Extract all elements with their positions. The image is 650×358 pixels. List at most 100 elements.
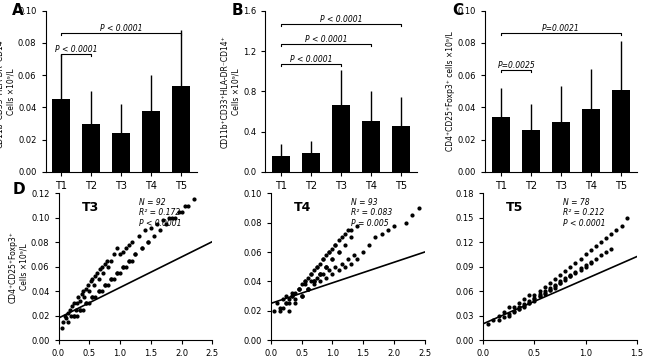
Point (591, 243, 601, 249)
Point (151, 221, 162, 227)
Point (81, 301, 92, 306)
Point (302, 286, 313, 291)
Point (330, 242, 341, 248)
Text: P < 0.0001: P < 0.0001 (290, 55, 333, 64)
Point (60, 315, 71, 321)
Text: N = 92
R² = 0.172
P < 0.0001: N = 92 R² = 0.172 P < 0.0001 (138, 198, 181, 228)
Point (358, 249, 369, 255)
Point (389, 223, 399, 228)
Point (302, 286, 313, 291)
Point (312, 264, 322, 270)
Point (529, 292, 539, 298)
Point (555, 280, 566, 286)
Point (101, 258, 112, 263)
Point (324, 249, 335, 255)
Point (94, 288, 104, 294)
Point (170, 215, 181, 221)
Point (346, 234, 356, 240)
Point (284, 296, 294, 302)
Point (309, 281, 319, 287)
Point (284, 301, 294, 306)
Y-axis label: CD11b⁺CD33⁺HLA-DR⁻CD14⁻
Cells ×10⁹/L: CD11b⁺CD33⁺HLA-DR⁻CD14⁻ Cells ×10⁹/L (0, 35, 15, 147)
Point (529, 298, 539, 304)
Point (64, 307, 75, 313)
Point (83, 282, 93, 288)
Point (96, 264, 107, 270)
Point (524, 300, 534, 305)
Point (87, 294, 98, 300)
Point (300, 279, 310, 284)
Point (315, 271, 325, 277)
Point (89, 282, 99, 288)
Point (519, 305, 529, 310)
Point (136, 246, 147, 251)
Point (90, 274, 101, 279)
Point (504, 311, 514, 317)
Point (529, 296, 539, 302)
Point (376, 232, 387, 237)
Point (118, 249, 128, 255)
Point (524, 292, 534, 298)
Bar (492, 117, 510, 172)
Point (596, 252, 606, 258)
Point (616, 223, 627, 229)
Point (570, 269, 580, 275)
Point (81, 301, 92, 306)
Point (146, 225, 156, 231)
Point (483, 321, 493, 326)
Text: N = 93
R² = 0.083
P = 0.005: N = 93 R² = 0.083 P = 0.005 (351, 198, 392, 228)
Point (565, 264, 575, 270)
Point (69, 313, 79, 319)
Point (337, 234, 347, 240)
Point (596, 240, 606, 245)
Point (98, 270, 108, 276)
Point (58, 319, 69, 325)
Point (343, 256, 353, 262)
Point (586, 261, 596, 266)
Point (330, 264, 341, 270)
Point (519, 296, 529, 302)
Point (300, 281, 310, 287)
Bar (552, 122, 570, 172)
Point (112, 270, 122, 276)
Point (112, 246, 122, 251)
Point (281, 301, 291, 306)
Point (84, 288, 94, 294)
Point (560, 268, 571, 274)
Point (105, 258, 116, 263)
Point (188, 197, 199, 202)
Point (565, 274, 575, 279)
Bar (53, 100, 70, 172)
Point (493, 313, 504, 319)
Point (534, 288, 545, 294)
Point (550, 285, 560, 291)
Point (78, 307, 88, 313)
Point (155, 227, 165, 233)
Text: P < 0.0001: P < 0.0001 (55, 44, 98, 54)
Point (514, 306, 525, 312)
Point (586, 259, 596, 265)
Point (124, 258, 135, 263)
Point (127, 240, 138, 245)
Point (321, 264, 332, 270)
Point (504, 313, 514, 319)
Point (586, 247, 596, 253)
Point (309, 267, 319, 272)
Text: P=0.0025: P=0.0025 (497, 61, 535, 70)
Point (272, 301, 282, 306)
Point (302, 276, 313, 281)
Point (99, 282, 110, 288)
Point (555, 279, 566, 284)
Point (73, 294, 83, 300)
Point (611, 227, 621, 233)
Point (364, 242, 374, 248)
Point (324, 267, 335, 272)
Bar (582, 109, 600, 172)
Point (550, 284, 560, 289)
Point (591, 256, 601, 261)
Point (306, 271, 316, 277)
Point (69, 301, 79, 306)
Point (333, 249, 344, 255)
Point (158, 217, 168, 223)
Point (118, 264, 128, 270)
